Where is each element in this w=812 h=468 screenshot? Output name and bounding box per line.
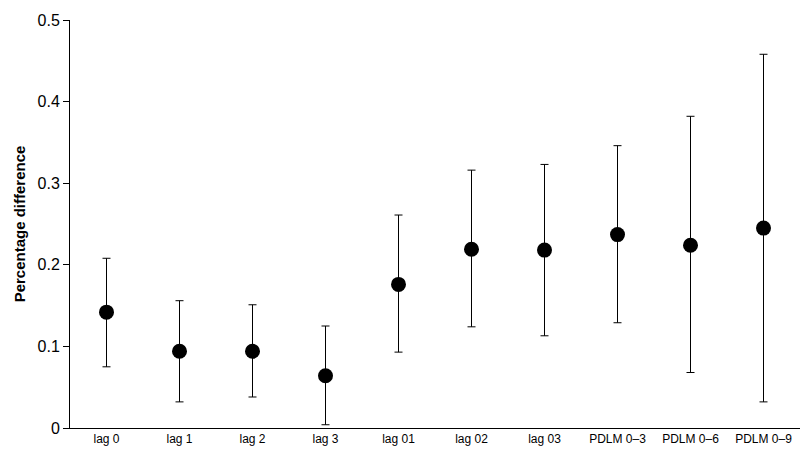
svg-text:Percentage difference: Percentage difference xyxy=(11,146,28,303)
svg-text:lag 2: lag 2 xyxy=(239,432,265,446)
svg-text:0.1: 0.1 xyxy=(38,338,60,355)
svg-text:lag 3: lag 3 xyxy=(312,432,338,446)
svg-text:0.5: 0.5 xyxy=(38,12,60,29)
svg-text:lag 0: lag 0 xyxy=(93,432,119,446)
svg-text:lag 1: lag 1 xyxy=(166,432,192,446)
svg-text:PDLM 0–6: PDLM 0–6 xyxy=(662,432,719,446)
svg-text:0: 0 xyxy=(51,420,60,437)
svg-text:0.2: 0.2 xyxy=(38,256,60,273)
svg-text:0.4: 0.4 xyxy=(38,93,60,110)
svg-text:0.3: 0.3 xyxy=(38,175,60,192)
svg-text:lag 02: lag 02 xyxy=(455,432,488,446)
svg-text:lag 03: lag 03 xyxy=(528,432,561,446)
svg-text:lag 01: lag 01 xyxy=(382,432,415,446)
svg-text:PDLM 0–3: PDLM 0–3 xyxy=(589,432,646,446)
svg-text:PDLM 0–9: PDLM 0–9 xyxy=(735,432,792,446)
